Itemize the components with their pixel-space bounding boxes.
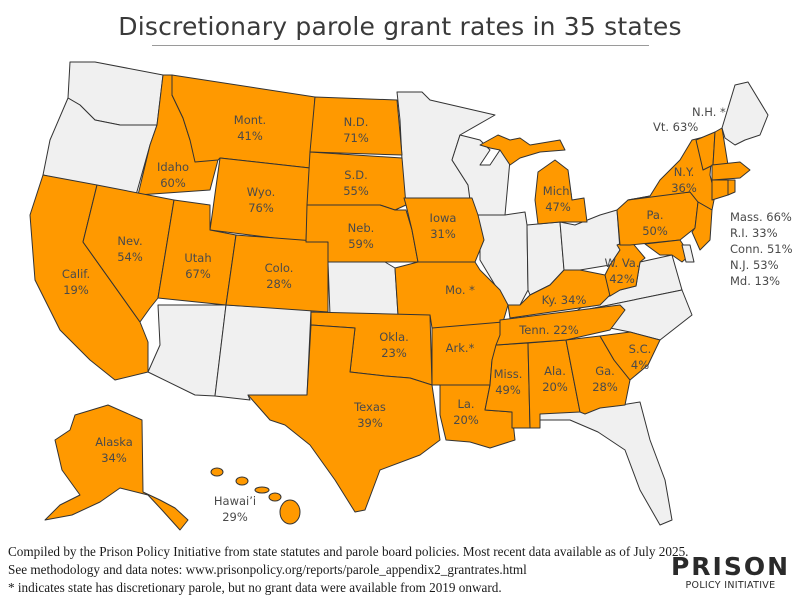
label-ga-rate: 28%	[592, 380, 618, 394]
label-ala-rate: 20%	[542, 380, 568, 394]
label-neb-rate: 59%	[348, 237, 374, 251]
state-delaware[interactable]	[681, 244, 695, 263]
state-michigan-up[interactable]	[479, 134, 566, 166]
logo-wordmark: PRISON	[670, 552, 790, 581]
label-wva-rate: 42%	[609, 272, 635, 286]
label-calif-rate: 19%	[63, 283, 89, 297]
label-nev-rate: 54%	[117, 250, 143, 264]
label-mont: Mont.	[234, 113, 266, 127]
state-tennessee[interactable]	[495, 304, 626, 346]
label-miss-rate: 49%	[495, 383, 521, 397]
label-tenn: Tenn. 22%	[518, 323, 579, 337]
label-calif: Calif.	[62, 267, 90, 281]
label-iowa-rate: 31%	[430, 227, 456, 241]
label-idaho: Idaho	[157, 160, 189, 174]
state-massachusetts[interactable]	[711, 161, 751, 181]
state-new-jersey[interactable]	[691, 201, 713, 251]
label-nd-rate: 71%	[343, 131, 369, 145]
label-ark: Ark.*	[446, 341, 475, 355]
label-ky: Ky. 34%	[542, 293, 587, 307]
label-wyo-rate: 76%	[248, 201, 274, 215]
state-connecticut[interactable]	[711, 179, 729, 201]
state-alaska[interactable]	[44, 404, 189, 531]
state-texas[interactable]	[247, 324, 441, 513]
label-idaho-rate: 60%	[160, 176, 186, 190]
label-la: La.	[457, 397, 474, 411]
label-iowa: Iowa	[430, 211, 457, 225]
label-sd-rate: 55%	[343, 184, 369, 198]
label-utah: Utah	[184, 251, 211, 265]
orange-states	[29, 74, 751, 531]
footer-asterisk-note: * indicates state has discretionary paro…	[8, 580, 502, 595]
label-ala: Ala.	[544, 364, 566, 378]
label-sc-rate: 4%	[631, 358, 649, 372]
callout-nh: N.H. *	[692, 105, 726, 119]
state-hawaii[interactable]	[210, 467, 301, 525]
label-alaska-rate: 34%	[101, 451, 127, 465]
label-la-rate: 20%	[453, 413, 479, 427]
state-kentucky[interactable]	[507, 269, 616, 319]
label-alaska: Alaska	[95, 435, 133, 449]
state-new-mexico[interactable]	[214, 304, 312, 401]
label-wva: W. Va.	[604, 256, 639, 270]
state-labels: Mont. 41% N.D. 71% Idaho 60% Wyo. 76% S.…	[62, 113, 697, 524]
label-neb: Neb.	[348, 221, 375, 235]
state-florida[interactable]	[534, 401, 673, 526]
label-mich: Mich.	[543, 184, 573, 198]
callout-nj: N.J. 53%	[730, 258, 779, 272]
label-mont-rate: 41%	[237, 129, 263, 143]
state-kansas[interactable]	[327, 261, 399, 316]
label-colo-rate: 28%	[266, 277, 292, 291]
label-sc: S.C.	[629, 342, 652, 356]
label-hawaii: Hawai’i	[214, 494, 256, 508]
callout-conn: Conn. 51%	[730, 242, 793, 256]
footer-notes: Compiled by the Prison Policy Initiative…	[8, 543, 688, 597]
state-maryland[interactable]	[644, 239, 691, 263]
callout-vt: Vt. 63%	[653, 120, 698, 134]
label-ny: N.Y.	[674, 165, 695, 179]
label-okla-rate: 23%	[381, 346, 407, 360]
state-rhode-island[interactable]	[727, 179, 736, 196]
state-arizona[interactable]	[147, 304, 227, 397]
label-okla: Okla.	[379, 330, 409, 344]
northeast-callouts: N.H. * Vt. 63% Mass. 66% R.I. 33% Conn. …	[653, 105, 793, 288]
state-west-virginia[interactable]	[604, 239, 646, 297]
label-pa-rate: 50%	[642, 224, 668, 238]
footer-source: Compiled by the Prison Policy Initiative…	[8, 544, 689, 559]
state-north-dakota[interactable]	[309, 96, 403, 156]
label-sd: S.D.	[344, 168, 367, 182]
state-maine[interactable]	[721, 81, 769, 146]
label-texas: Texas	[353, 400, 386, 414]
label-mo: Mo. *	[445, 283, 475, 297]
label-hawaii-rate: 29%	[222, 510, 248, 524]
gray-states	[42, 61, 769, 526]
state-wyoming[interactable]	[209, 157, 311, 243]
state-michigan[interactable]	[534, 159, 588, 225]
label-texas-rate: 39%	[357, 416, 383, 430]
label-utah-rate: 67%	[185, 267, 211, 281]
map-title: Discretionary parole grant rates in 35 s…	[118, 12, 682, 41]
label-pa: Pa.	[646, 208, 663, 222]
title-divider	[152, 45, 649, 46]
label-miss: Miss.	[494, 367, 523, 381]
label-nev: Nev.	[117, 234, 142, 248]
label-wyo: Wyo.	[247, 185, 275, 199]
label-mich-rate: 47%	[545, 200, 571, 214]
callout-md: Md. 13%	[730, 274, 780, 288]
label-ga: Ga.	[595, 364, 615, 378]
callout-ri: R.I. 33%	[730, 226, 778, 240]
label-colo: Colo.	[265, 261, 294, 275]
state-south-carolina[interactable]	[599, 331, 661, 381]
footer-methodology-link[interactable]: See methodology and data notes: www.pris…	[8, 562, 527, 577]
logo-subtitle: POLICY INITIATIVE	[685, 580, 776, 591]
prison-policy-initiative-logo: PRISON POLICY INITIATIVE	[671, 554, 790, 592]
label-ny-rate: 36%	[671, 181, 697, 195]
label-nd: N.D.	[344, 115, 369, 129]
callout-mass: Mass. 66%	[730, 210, 792, 224]
